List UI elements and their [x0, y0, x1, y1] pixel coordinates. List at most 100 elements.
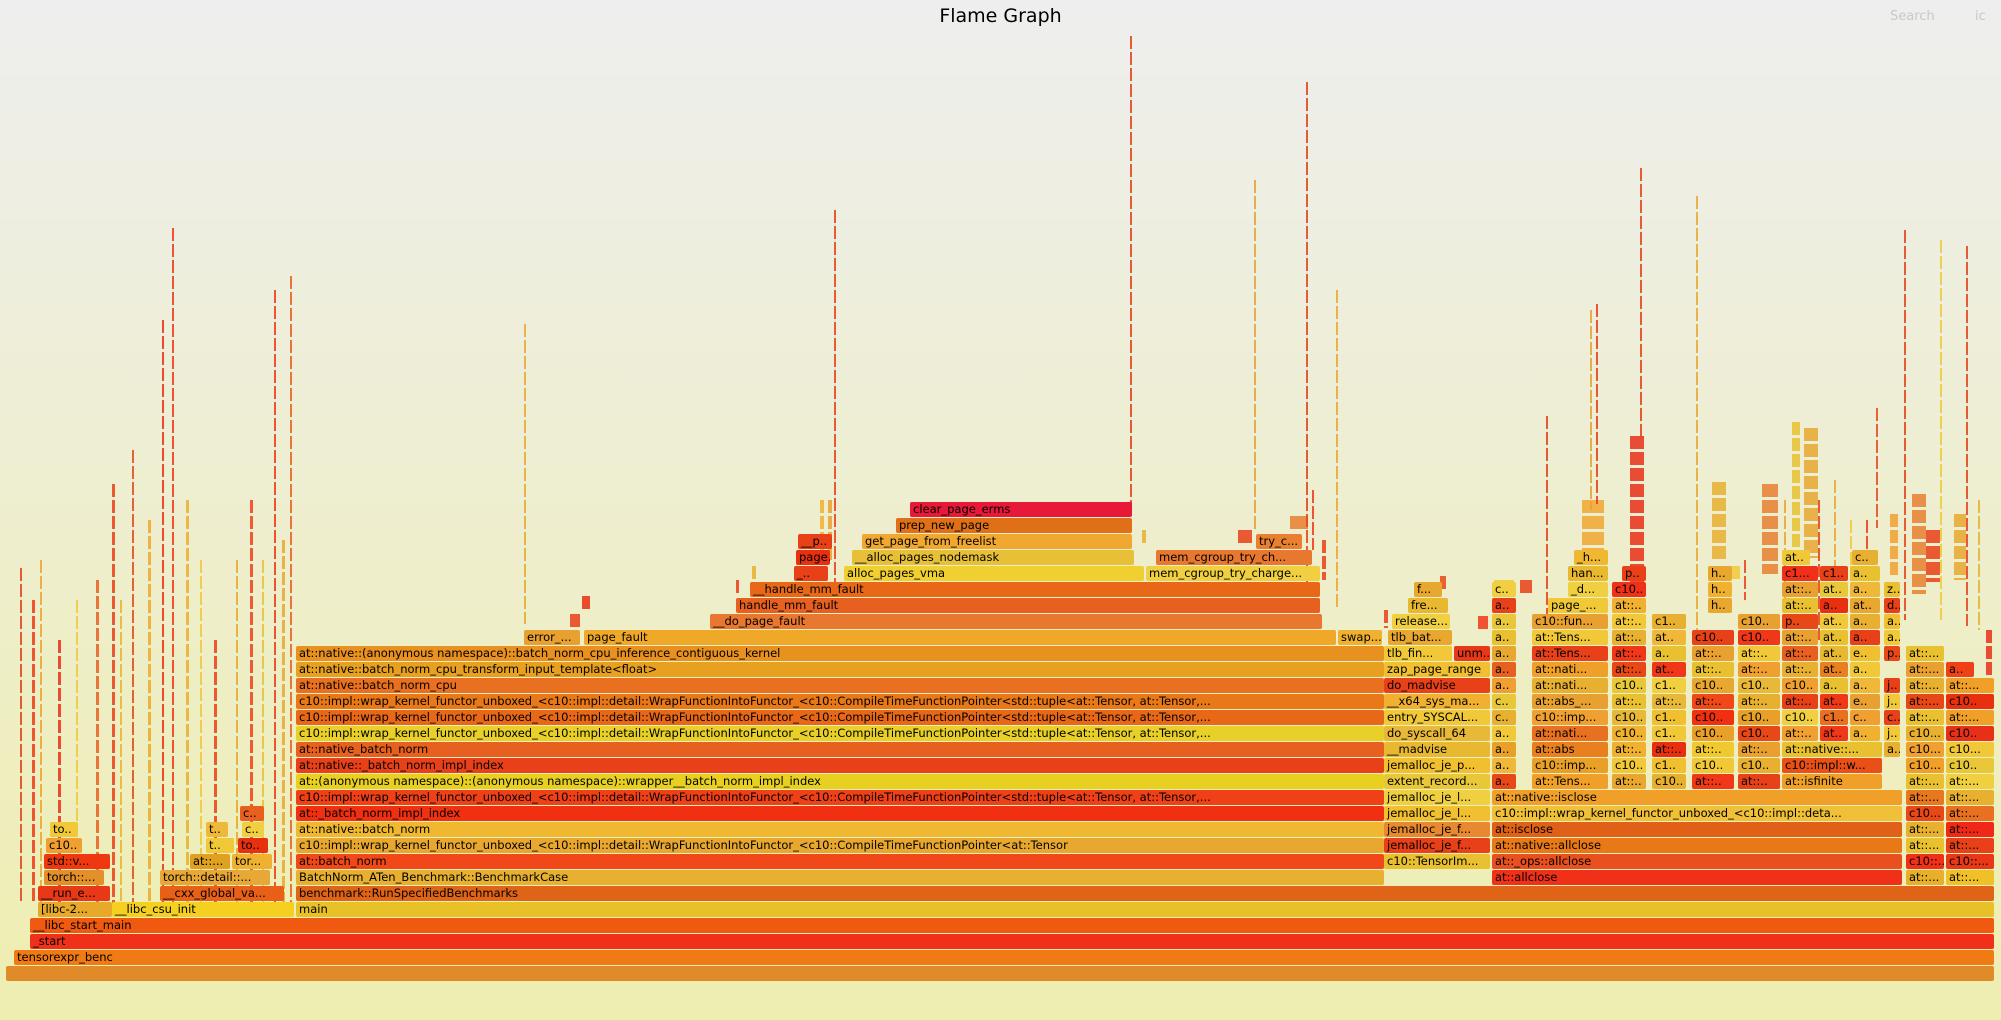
stack-frame[interactable]: a.. — [1884, 614, 1900, 629]
stack-frame[interactable]: __libc_csu_init — [112, 902, 294, 917]
stack-frame[interactable]: a.. — [1492, 726, 1516, 741]
stack-frame[interactable]: c10::TensorIm... — [1384, 854, 1490, 869]
stack-frame[interactable]: c10::... — [1906, 854, 1944, 869]
stack-frame[interactable]: at::.. — [1692, 742, 1734, 757]
stack-frame[interactable]: at::... — [1946, 678, 1994, 693]
stack-frame[interactable]: f... — [1414, 582, 1442, 597]
stack-frame[interactable]: a.. — [1820, 678, 1848, 693]
stack-frame[interactable]: a.. — [1884, 630, 1900, 645]
stack-frame[interactable]: unm... — [1454, 646, 1490, 661]
stack-frame[interactable]: torch::... — [44, 870, 104, 885]
stack-frame[interactable]: d.. — [1884, 598, 1900, 613]
stack-frame[interactable]: a.. — [1492, 598, 1516, 613]
stack-frame[interactable]: h.. — [1708, 582, 1732, 597]
stack-frame[interactable]: a.. — [1850, 678, 1880, 693]
stack-frame[interactable]: prep_new_page — [896, 518, 1132, 533]
stack-frame[interactable] — [6, 966, 1994, 981]
stack-frame[interactable]: fre... — [1408, 598, 1448, 613]
stack-frame[interactable]: c10... — [1946, 742, 1994, 757]
stack-frame[interactable]: __cxx_global_va... — [160, 886, 284, 901]
stack-frame[interactable]: at::.. — [1692, 662, 1734, 677]
stack-frame[interactable]: a.. — [1850, 614, 1880, 629]
stack-frame[interactable]: std::v... — [44, 854, 110, 869]
stack-frame[interactable]: c10.. — [1612, 582, 1646, 597]
stack-frame[interactable]: a.. — [1850, 566, 1880, 581]
stack-frame[interactable]: c10... — [1906, 742, 1944, 757]
stack-frame[interactable]: a.. — [1946, 662, 1974, 677]
stack-frame[interactable]: at::.. — [1738, 662, 1780, 677]
stack-frame[interactable]: at::Tens... — [1532, 774, 1608, 789]
stack-frame[interactable]: c10.. — [1738, 726, 1780, 741]
stack-frame[interactable]: c10.. — [1946, 758, 1994, 773]
stack-frame[interactable]: jemalloc_je_p... — [1384, 758, 1490, 773]
stack-frame[interactable]: a.. — [1492, 662, 1516, 677]
stack-frame[interactable]: entry_SYSCAL... — [1384, 710, 1490, 725]
stack-frame[interactable]: at::Tens... — [1532, 646, 1608, 661]
stack-frame[interactable]: at.. — [1820, 726, 1848, 741]
stack-frame[interactable]: at::isfinite — [1782, 774, 1882, 789]
stack-frame[interactable]: at::Tens... — [1532, 630, 1608, 645]
stack-frame[interactable]: at::.. — [1782, 598, 1818, 613]
stack-frame[interactable]: at::.. — [1652, 694, 1686, 709]
stack-frame[interactable]: a.. — [1884, 742, 1900, 757]
stack-frame[interactable]: a.. — [1850, 726, 1880, 741]
stack-frame[interactable]: try_c... — [1256, 534, 1302, 549]
stack-frame[interactable]: c10.. — [1692, 630, 1734, 645]
stack-frame[interactable]: e.. — [1850, 694, 1880, 709]
stack-frame[interactable]: p.. — [1782, 614, 1818, 629]
stack-frame[interactable]: j.. — [1884, 726, 1900, 741]
stack-frame[interactable]: a.. — [1492, 742, 1516, 757]
stack-frame[interactable]: at::.. — [1782, 582, 1818, 597]
search-button[interactable]: Search — [1890, 9, 1935, 24]
stack-frame[interactable]: at::.. — [1652, 742, 1686, 757]
stack-frame[interactable]: at::native::_batch_norm_impl_index — [296, 758, 1384, 773]
stack-frame[interactable]: at::.. — [1692, 774, 1734, 789]
stack-frame[interactable]: a.. — [1492, 646, 1516, 661]
stack-frame[interactable]: release... — [1392, 614, 1450, 629]
stack-frame[interactable]: c.. — [1492, 582, 1516, 597]
stack-frame[interactable]: alloc_pages_vma — [844, 566, 1144, 581]
stack-frame[interactable]: c10.. — [1652, 774, 1686, 789]
stack-frame[interactable]: c1.. — [1652, 758, 1686, 773]
stack-frame[interactable]: c10::fun... — [1532, 614, 1608, 629]
stack-frame[interactable]: extent_record... — [1384, 774, 1490, 789]
stack-frame[interactable]: c10.. — [1612, 758, 1646, 773]
stack-frame[interactable]: at::.. — [1612, 630, 1646, 645]
stack-frame[interactable]: a.. — [1492, 678, 1516, 693]
stack-frame[interactable]: at.. — [1850, 598, 1880, 613]
stack-frame[interactable]: c10.. — [1738, 614, 1780, 629]
stack-frame[interactable]: c10.. — [46, 838, 82, 853]
stack-frame[interactable]: c10... — [1906, 726, 1944, 741]
stack-frame[interactable]: at::... — [1906, 774, 1944, 789]
stack-frame[interactable]: do_syscall_64 — [1384, 726, 1490, 741]
stack-frame[interactable]: at.. — [1820, 582, 1848, 597]
stack-frame[interactable]: tensorexpr_benc — [14, 950, 1994, 965]
stack-frame[interactable]: h.. — [1708, 566, 1732, 581]
stack-frame[interactable]: at.. — [1820, 614, 1848, 629]
stack-frame[interactable]: c10.. — [1692, 758, 1734, 773]
stack-frame[interactable]: __run_e... — [38, 886, 110, 901]
stack-frame[interactable]: c.. — [242, 822, 264, 837]
stack-frame[interactable]: page_... — [1548, 598, 1608, 613]
stack-frame[interactable]: main — [296, 902, 1994, 917]
stack-frame[interactable]: at::.. — [1782, 662, 1818, 677]
stack-frame[interactable]: at::.. — [1782, 694, 1818, 709]
stack-frame[interactable]: c10::impl::wrap_kernel_functor_unboxed_<… — [296, 790, 1384, 805]
stack-frame[interactable]: a.. — [1492, 614, 1516, 629]
stack-frame[interactable]: clear_page_erms — [910, 502, 1132, 517]
stack-frame[interactable]: a.. — [1850, 582, 1880, 597]
stack-frame[interactable]: at.. — [1820, 630, 1848, 645]
stack-frame[interactable]: do_madvise — [1384, 678, 1490, 693]
stack-frame[interactable]: at::... — [1906, 822, 1944, 837]
stack-frame[interactable]: at.. — [1652, 662, 1686, 677]
stack-frame[interactable]: _d... — [1568, 582, 1608, 597]
stack-frame[interactable]: jemalloc_je_l... — [1384, 806, 1490, 821]
stack-frame[interactable]: at::... — [1906, 646, 1944, 661]
stack-frame[interactable]: c10::imp... — [1532, 758, 1608, 773]
stack-frame[interactable]: jemalloc_je_l... — [1384, 790, 1490, 805]
stack-frame[interactable]: p.. — [1884, 646, 1900, 661]
stack-frame[interactable]: tor... — [232, 854, 272, 869]
stack-frame[interactable]: j.. — [1884, 678, 1900, 693]
stack-frame[interactable]: c10::... — [1946, 854, 1994, 869]
stack-frame[interactable]: han... — [1568, 566, 1608, 581]
